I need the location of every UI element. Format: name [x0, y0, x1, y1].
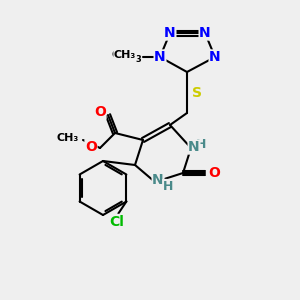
Text: 3: 3	[135, 55, 141, 64]
Text: CH: CH	[112, 50, 129, 60]
Text: N: N	[152, 173, 164, 187]
Text: N: N	[188, 140, 200, 154]
Text: H: H	[163, 179, 173, 193]
Text: N: N	[209, 50, 221, 64]
Text: H: H	[196, 139, 206, 152]
Text: O: O	[85, 140, 97, 154]
Text: CH₃: CH₃	[114, 50, 136, 60]
Text: N: N	[154, 50, 166, 64]
Text: S: S	[192, 86, 202, 100]
Text: O: O	[94, 105, 106, 119]
Text: CH₃: CH₃	[57, 133, 79, 143]
Text: O: O	[208, 166, 220, 180]
Text: N: N	[199, 26, 211, 40]
Text: N: N	[164, 26, 176, 40]
Text: Cl: Cl	[109, 214, 124, 229]
